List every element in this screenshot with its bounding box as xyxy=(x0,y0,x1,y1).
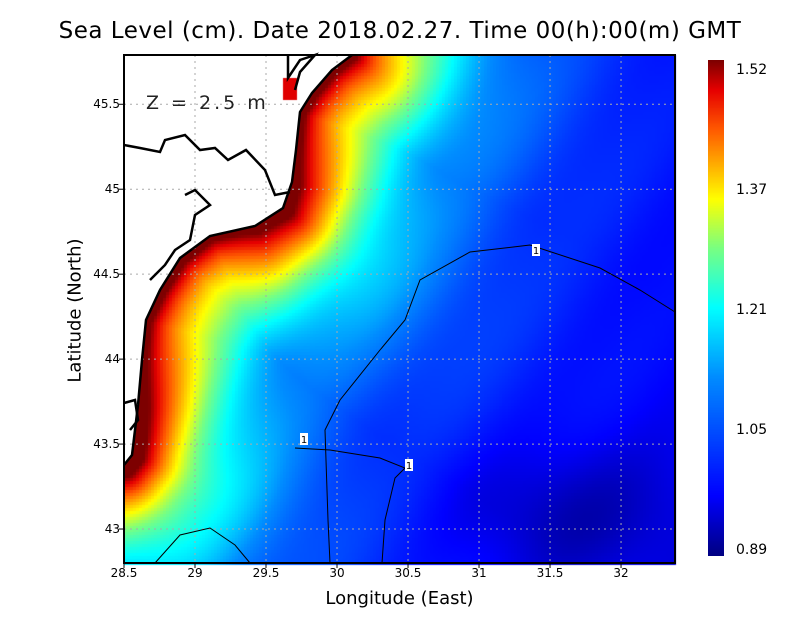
x-tick-label: 30.5 xyxy=(394,566,422,580)
contour-label-box xyxy=(532,244,540,256)
y-tick-label: 43.5 xyxy=(93,437,120,452)
contour-label-box xyxy=(405,459,413,471)
depth-label: Z = 2.5 m xyxy=(146,92,269,114)
colorbar xyxy=(708,60,724,556)
contour-label: 1 xyxy=(533,246,539,257)
colorbar-tick-label: 1.37 xyxy=(736,182,768,198)
x-tick-label: 28.5 xyxy=(110,566,138,580)
y-axis-label: Latitude (North) xyxy=(64,238,86,383)
contour-label: 1 xyxy=(301,435,307,446)
y-tick-label: 44 xyxy=(104,352,120,367)
coastline-north xyxy=(286,52,320,91)
x-tick-label: 31 xyxy=(471,566,487,580)
x-axis-label: Longitude (East) xyxy=(325,588,474,609)
coastline-delta xyxy=(123,133,291,197)
x-tick-label: 31.5 xyxy=(536,566,564,580)
contour-label-box xyxy=(300,433,308,445)
x-tick-label: 32 xyxy=(613,566,629,580)
x-tick-label: 29.5 xyxy=(252,566,280,580)
colorbar-tick-label: 1.21 xyxy=(736,302,768,318)
colorbar-tick-label: 0.89 xyxy=(736,542,768,558)
contour-label: 1 xyxy=(406,461,412,472)
x-tick-label: 29 xyxy=(187,566,203,580)
y-tick-label: 43 xyxy=(104,522,120,537)
y-tick-label: 44.5 xyxy=(93,267,120,282)
coastline xyxy=(123,54,353,466)
x-tick-label: 30 xyxy=(329,566,345,580)
chart-title: Sea Level (cm). Date 2018.02.27. Time 00… xyxy=(58,18,742,44)
contour-line xyxy=(294,447,406,564)
plot-frame xyxy=(123,54,676,564)
contour-line xyxy=(324,244,676,564)
coastline-south xyxy=(123,398,140,431)
colorbar-tick-label: 1.05 xyxy=(736,422,768,438)
y-tick-label: 45 xyxy=(104,182,120,197)
colorbar-tick-label: 1.52 xyxy=(736,62,768,78)
contour-line xyxy=(154,527,251,564)
coastline-lagoon xyxy=(149,188,212,281)
y-tick-label: 45.5 xyxy=(93,97,120,112)
